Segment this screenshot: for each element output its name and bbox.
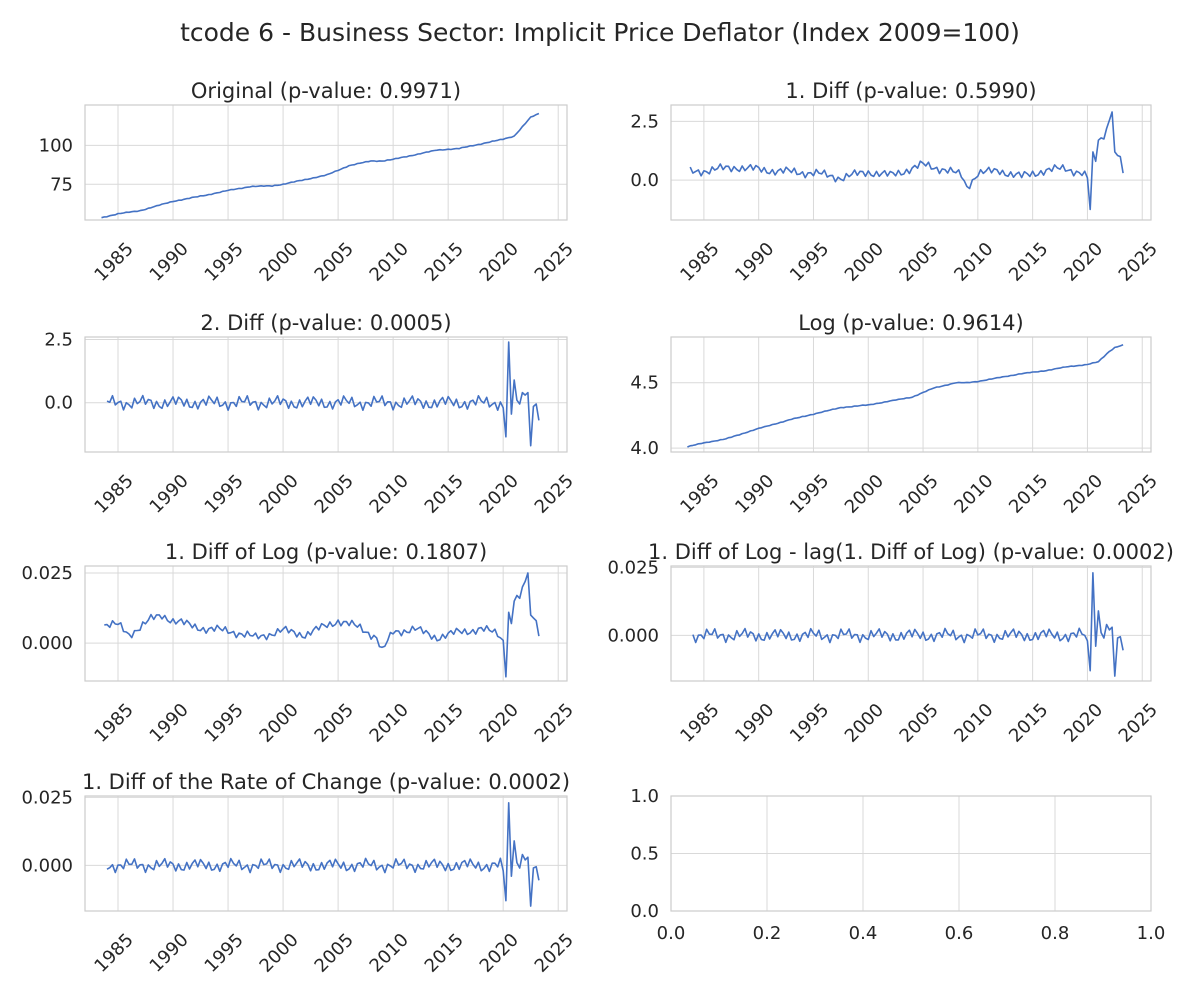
- y-tick-label: 0.025: [21, 563, 73, 584]
- subplot-title: 1. Diff of Log (p-value: 0.1807): [165, 540, 487, 564]
- y-tick-label: 0.000: [21, 855, 73, 876]
- figure-suptitle: tcode 6 - Business Sector: Implicit Pric…: [180, 18, 1020, 47]
- series-line: [106, 802, 540, 907]
- y-tick-label: 0.0: [630, 901, 659, 922]
- axes-frame: [84, 104, 568, 221]
- y-tick-label: 1.0: [630, 786, 659, 807]
- subplot-title: Log (p-value: 0.9614): [798, 311, 1024, 335]
- subplot-title: 1. Diff of Log - lag(1. Diff of Log) (p-…: [648, 540, 1174, 564]
- y-tick-label: 4.0: [630, 438, 659, 459]
- y-tick-label: 0.0: [630, 170, 659, 191]
- series-line: [687, 344, 1124, 448]
- y-tick-label: 2.5: [44, 330, 73, 351]
- axes-frame: [670, 795, 1152, 912]
- series-line: [104, 572, 540, 678]
- series-line: [106, 341, 540, 447]
- y-tick-label: 0.025: [21, 787, 73, 808]
- x-tick-label: 0.8: [1041, 923, 1070, 944]
- x-tick-label: 0.4: [849, 923, 878, 944]
- subplot-title: Original (p-value: 0.9971): [191, 79, 461, 103]
- axes-frame: [670, 565, 1152, 682]
- subplot-title: 1. Diff (p-value: 0.5990): [785, 79, 1036, 103]
- axes-frame: [670, 336, 1152, 453]
- subplot-title: 2. Diff (p-value: 0.0005): [200, 311, 451, 335]
- subplot-title: 1. Diff of the Rate of Change (p-value: …: [82, 770, 570, 794]
- y-tick-label: 100: [39, 135, 73, 156]
- y-tick-label: 0.000: [607, 625, 659, 646]
- y-tick-label: 4.5: [630, 373, 659, 394]
- y-tick-label: 75: [50, 174, 73, 195]
- x-tick-label: 0.2: [753, 923, 782, 944]
- y-tick-label: 2.5: [630, 111, 659, 132]
- axes-frame: [670, 104, 1152, 221]
- series-line: [689, 111, 1124, 211]
- axes-frame: [84, 795, 568, 912]
- x-tick-label: 0.0: [657, 923, 686, 944]
- x-tick-label: 1.0: [1137, 923, 1166, 944]
- subplot-8: 0.0 0.5 1.0 0.0 0.2 0.4 0.6 0.8 1.0: [630, 786, 1165, 944]
- series-line: [101, 112, 540, 219]
- y-tick-label: 0.0: [44, 393, 73, 414]
- y-tick-label: 0.5: [630, 844, 659, 865]
- y-tick-label: 0.000: [21, 633, 73, 654]
- axes-frame: [84, 336, 568, 453]
- y-tick-label: 0.025: [607, 557, 659, 578]
- axes-frame: [84, 565, 568, 682]
- x-tick-label: 0.6: [945, 923, 974, 944]
- series-line: [692, 572, 1124, 677]
